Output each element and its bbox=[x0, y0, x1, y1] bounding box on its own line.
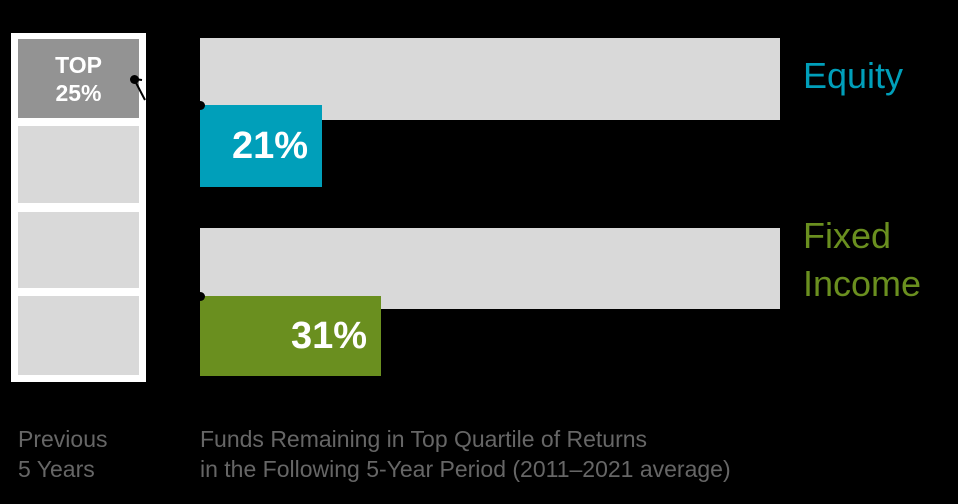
left-caption: Previous 5 Years bbox=[18, 424, 107, 484]
fixed-income-bar: 31% bbox=[200, 296, 381, 376]
right-caption: Funds Remaining in Top Quartile of Retur… bbox=[200, 424, 731, 484]
equity-bar: 21% bbox=[200, 105, 322, 187]
right-caption-line2: in the Following 5-Year Period (2011–202… bbox=[200, 456, 731, 482]
quartile-cell-4 bbox=[18, 296, 139, 375]
fixed-income-label: Fixed Income bbox=[803, 212, 921, 308]
equity-label: Equity bbox=[803, 55, 904, 96]
quartile-box: TOP 25% bbox=[11, 33, 146, 382]
top-label-line2: 25% bbox=[55, 79, 102, 106]
left-caption-line1: Previous bbox=[18, 426, 108, 452]
left-caption-line2: 5 Years bbox=[18, 456, 95, 482]
equity-dot bbox=[196, 101, 205, 110]
fixed-income-dot bbox=[196, 292, 205, 301]
connector-dot-start bbox=[130, 75, 139, 84]
quartile-cell-2 bbox=[18, 126, 139, 203]
fixed-income-label-line2: Income bbox=[803, 263, 922, 304]
equity-value: 21% bbox=[231, 124, 308, 167]
right-caption-line1: Funds Remaining in Top Quartile of Retur… bbox=[200, 426, 648, 452]
fixed-income-track bbox=[200, 228, 780, 309]
fixed-income-label-line1: Fixed bbox=[803, 215, 892, 256]
top-quartile-cell: TOP 25% bbox=[18, 39, 139, 118]
quartile-cell-3 bbox=[18, 212, 139, 288]
top-label-line1: TOP bbox=[55, 51, 102, 78]
fixed-income-value: 31% bbox=[290, 314, 367, 357]
